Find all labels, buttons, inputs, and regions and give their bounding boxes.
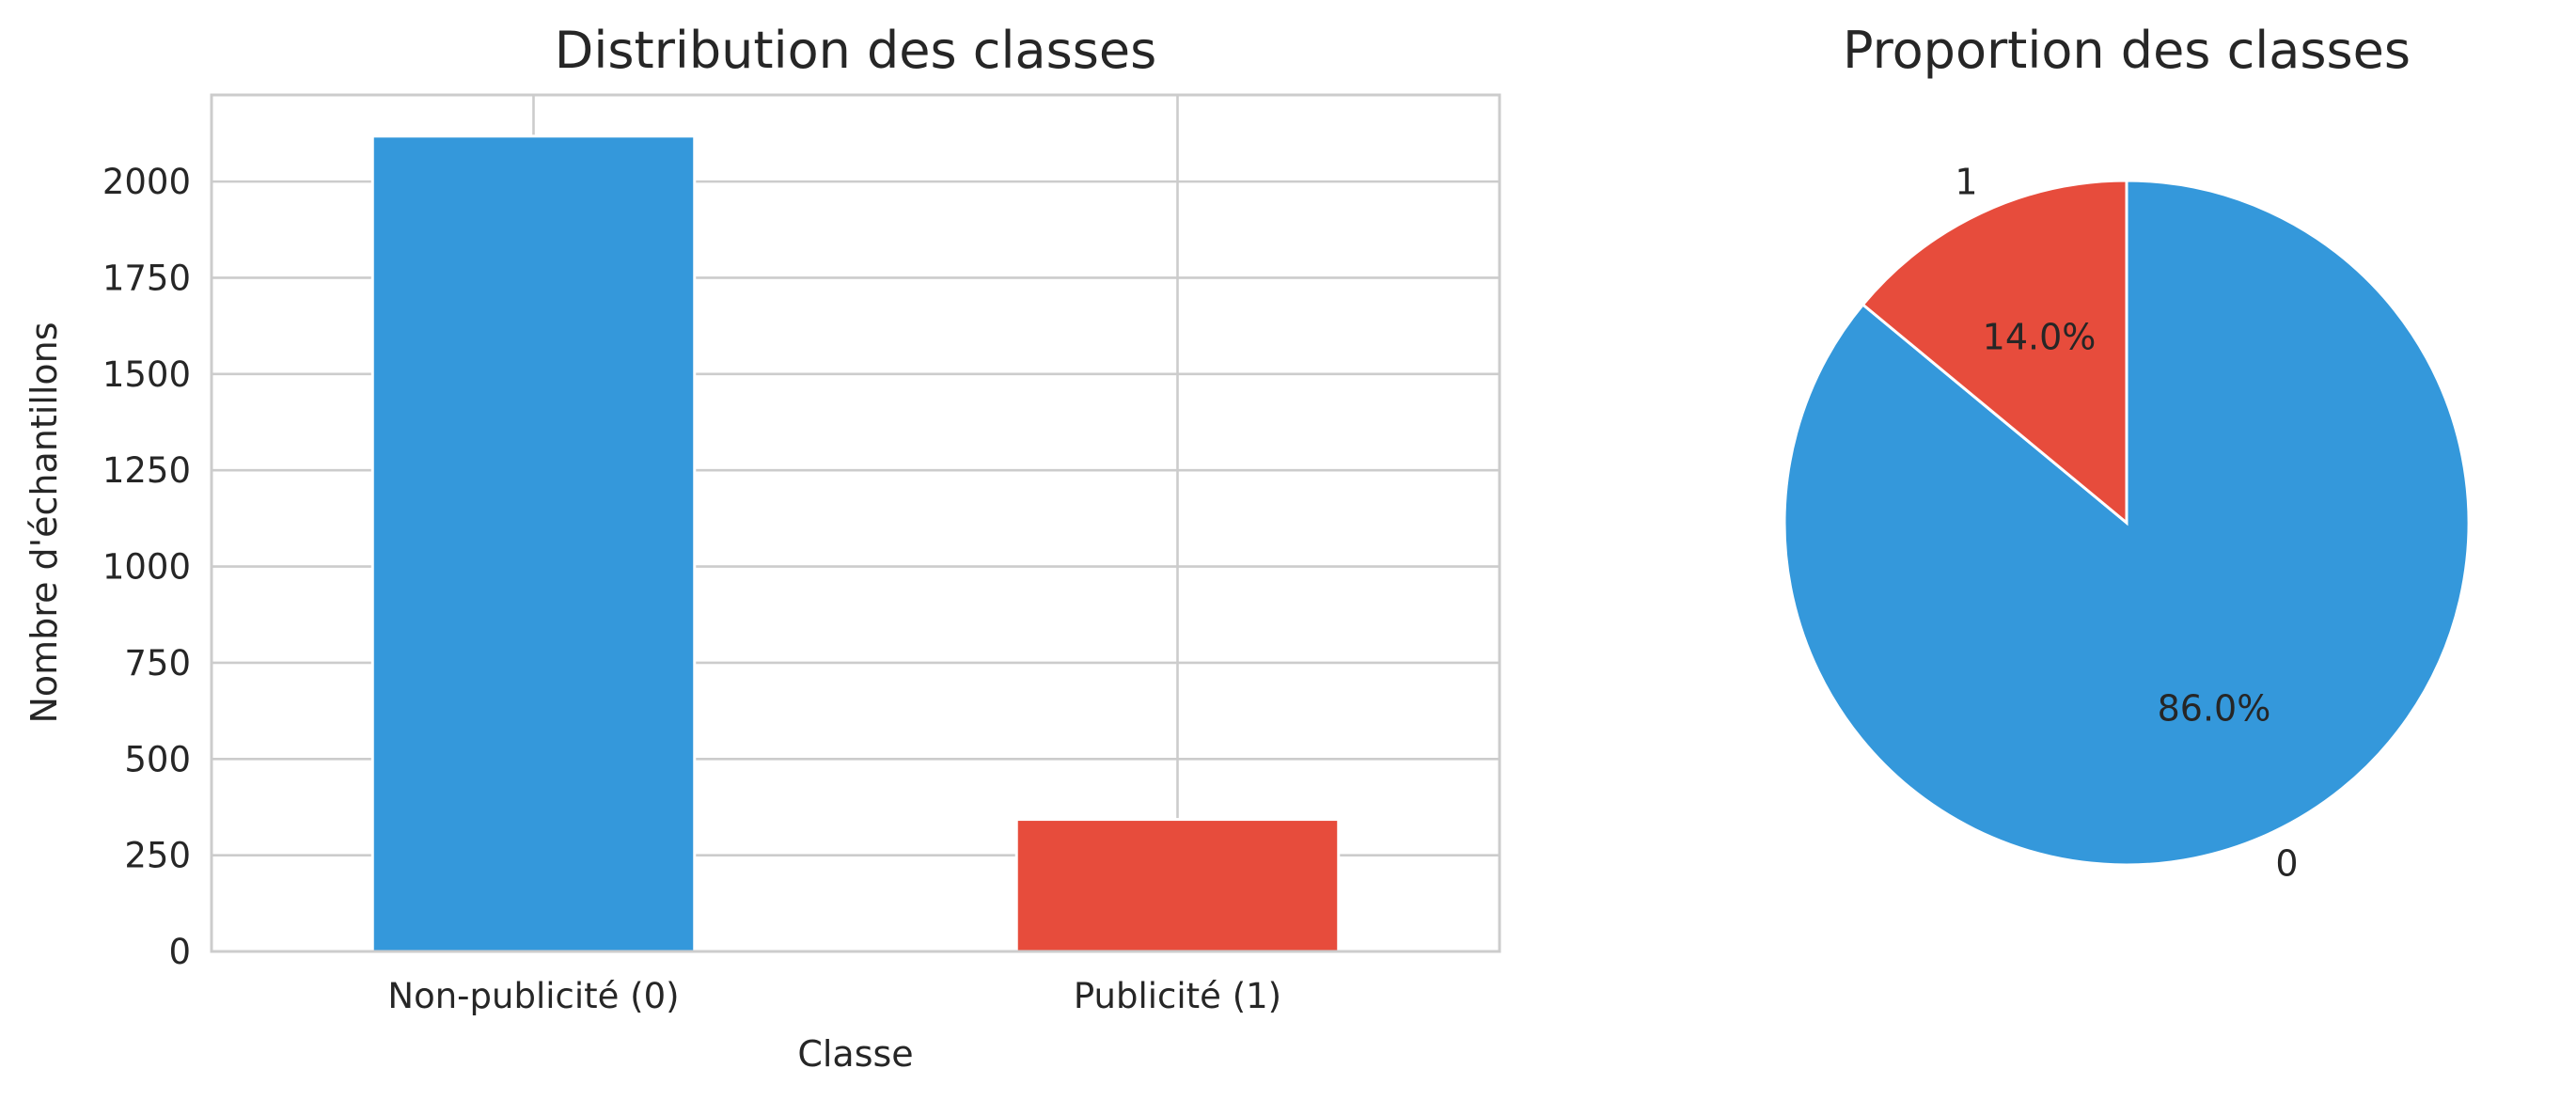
x-tick-labels: Non-publicité (0) Publicité (1)	[387, 976, 1281, 1016]
x-tick-label: Publicité (1)	[1074, 976, 1281, 1016]
bar-chart: Distribution des classes 0 250 500 750 1000 1…	[24, 21, 1501, 1075]
y-tick-label: 250	[124, 836, 191, 876]
y-tick-label: 1000	[102, 547, 191, 588]
y-axis-label: Nombre d'échantillons	[24, 322, 65, 723]
pie-slices	[1783, 179, 2471, 867]
bar-chart-title: Distribution des classes	[555, 21, 1156, 80]
pie-chart-title: Proportion des classes	[1843, 21, 2411, 80]
y-tick-label: 1750	[102, 258, 191, 298]
y-tick-label: 1500	[102, 354, 191, 395]
pie-slice-label: 0	[2275, 842, 2298, 884]
bar	[370, 134, 697, 953]
pie-labels: 0 86.0% 1 14.0%	[1955, 162, 2298, 885]
x-tick-label: Non-publicité (0)	[387, 976, 679, 1016]
y-tick-label: 0	[168, 932, 191, 972]
y-tick-labels: 0 250 500 750 1000 1250 1500 1750 2000	[102, 162, 191, 972]
y-tick-label: 2000	[102, 162, 191, 202]
y-tick-label: 750	[124, 643, 191, 684]
y-tick-label: 1250	[102, 450, 191, 491]
pie-chart: Proportion des classes 0 86.0% 1 14.0%	[1783, 21, 2471, 885]
x-axis-label: Classe	[797, 1033, 913, 1075]
bar-plot-frame	[210, 93, 1501, 953]
bars	[370, 134, 1341, 953]
pie-slice	[1861, 179, 2128, 526]
pie-percent-label: 86.0%	[2158, 688, 2271, 730]
bar	[1014, 818, 1341, 953]
pie-percent-label: 14.0%	[1983, 316, 2097, 357]
pie-slice-label: 1	[1955, 162, 1977, 203]
y-tick-label: 500	[124, 739, 191, 779]
